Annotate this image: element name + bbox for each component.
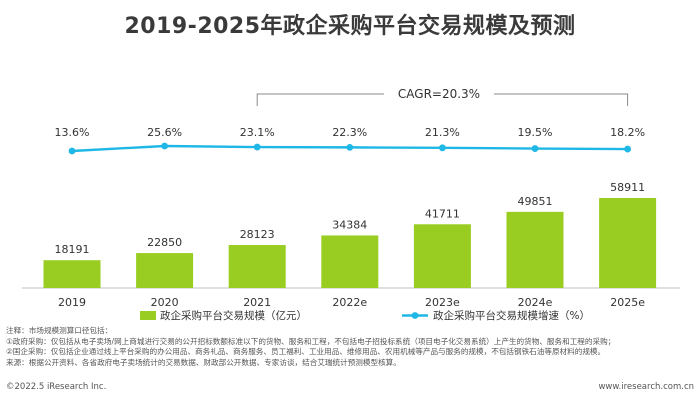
- website-text: www.iresearch.com.cn: [598, 382, 694, 392]
- growth-rate-point: [531, 145, 539, 152]
- x-tick-label: 2020: [151, 296, 179, 309]
- copyright-text: ©2022.5 iResearch Inc.: [6, 382, 107, 392]
- cagr-annotation: CAGR=20.3%: [398, 87, 480, 101]
- growth-rate-label: 25.6%: [147, 126, 182, 139]
- growth-rate-label: 13.6%: [55, 126, 90, 139]
- note-line: ②国企采购：仅包括企业通过线上平台采购的办公用品、商务礼品、商务服务、员工福利、…: [6, 347, 606, 357]
- growth-rate-point: [439, 144, 446, 152]
- note-line: 来源：根据公开资料、各省政府电子卖场统计的交易数据、财政部公开数据、专家访谈，结…: [6, 357, 401, 367]
- bar-value-label: 41711: [425, 207, 460, 220]
- bar-2019: [43, 260, 101, 288]
- bar-value-label: 34384: [332, 218, 367, 231]
- bar-2025e: [599, 198, 657, 288]
- bar-value-label: 58911: [610, 181, 645, 194]
- bar-value-label: 28123: [240, 228, 275, 241]
- x-tick-label: 2025e: [610, 296, 645, 309]
- cagr-label-bg: [384, 84, 494, 104]
- bar-value-label: 18191: [55, 243, 90, 256]
- bar-value-label: 49851: [518, 195, 553, 208]
- bar-2024e: [506, 211, 564, 288]
- x-tick-label: 2019: [58, 296, 86, 309]
- x-tick-label: 2024e: [518, 296, 553, 309]
- legend-swatch-bar: [140, 311, 156, 320]
- growth-rate-point: [253, 143, 261, 151]
- growth-rate-label: 21.3%: [425, 126, 460, 139]
- x-tick-label: 2022e: [332, 296, 367, 309]
- legend-label-line: 政企采购平台交易规模增速（%）: [433, 309, 590, 322]
- bar-2023e: [413, 224, 471, 288]
- growth-rate-point: [346, 143, 354, 151]
- bar-2020: [136, 253, 194, 288]
- x-tick-label: 2021: [243, 296, 271, 309]
- note-line: ①政府采购：仅包括从电子卖场/网上商城进行交易的公开招标数额标准以下的货物、服务…: [6, 336, 616, 346]
- growth-rate-label: 19.5%: [518, 126, 553, 139]
- chart-title: 2019-2025年政企采购平台交易规模及预测: [124, 14, 576, 39]
- chart-canvas: 18191 2019 22850 2020 28123 2021 34384 2022e 417…: [22, 84, 680, 322]
- growth-rate-label: 23.1%: [240, 126, 275, 139]
- growth-rate-label: 18.2%: [610, 126, 645, 139]
- growth-rate-label: 22.3%: [332, 126, 367, 139]
- notes-block: 注释：市场规模测算口径包括： ①政府采购：仅包括从电子卖场/网上商城进行交易的公…: [6, 326, 696, 368]
- legend-label-bar: 政企采购平台交易规模（亿元）: [160, 309, 307, 322]
- legend-swatch-point: [411, 312, 419, 319]
- growth-rate-point: [68, 147, 76, 155]
- growth-rate-point: [624, 145, 631, 153]
- note-line: 注释：市场规模测算口径包括：: [6, 326, 113, 335]
- bar-2021: [228, 245, 286, 288]
- footer: ©2022.5 iResearch Inc. www.iresearch.com…: [0, 378, 700, 400]
- bar-2022e: [321, 235, 379, 288]
- growth-rate-point: [161, 142, 169, 150]
- bar-value-label: 22850: [147, 236, 182, 249]
- x-tick-label: 2023e: [425, 296, 460, 309]
